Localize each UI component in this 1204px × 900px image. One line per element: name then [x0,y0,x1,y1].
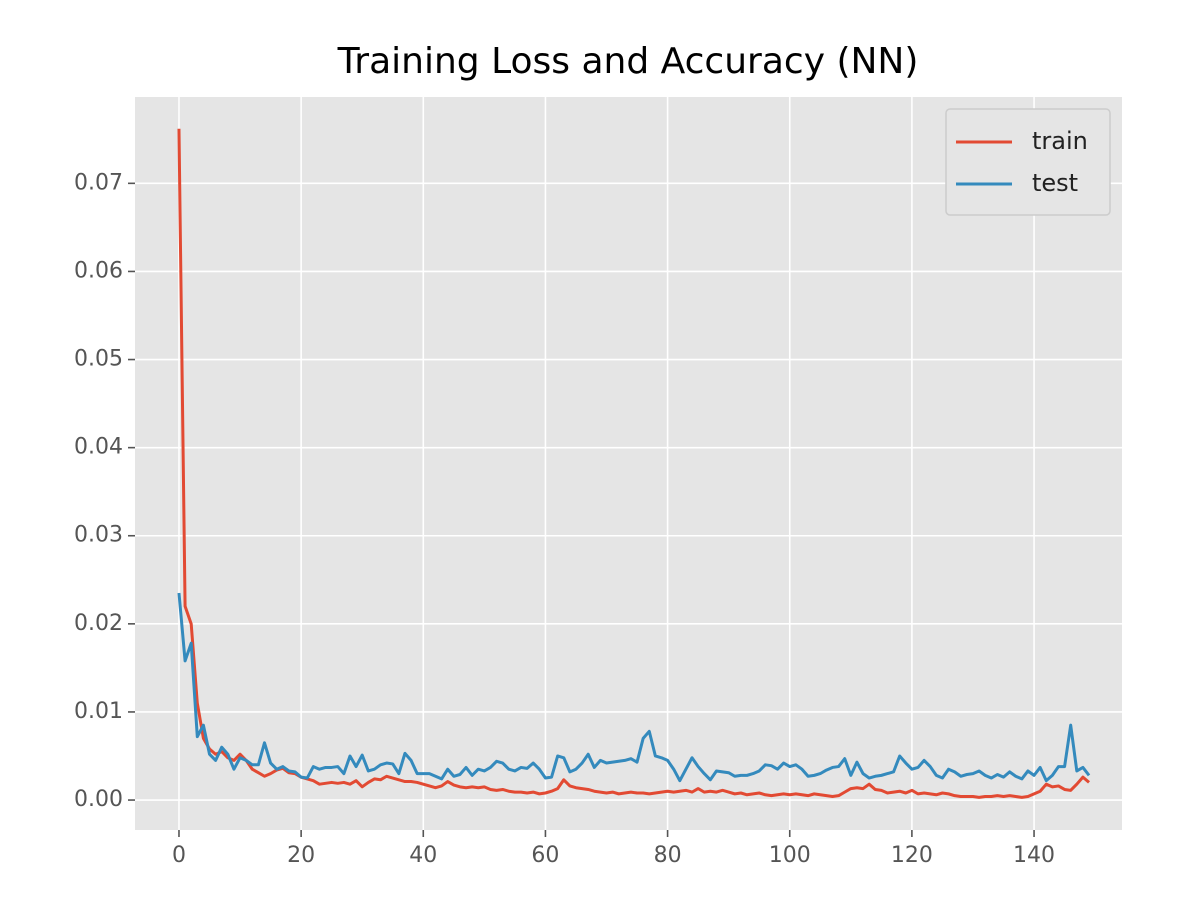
plot-area [135,97,1122,830]
line-series [177,128,1091,799]
chart-title: Training Loss and Accuracy (NN) [337,41,919,82]
y-tick-label: 0.07 [74,170,123,195]
y-tick-label: 0.02 [74,611,123,636]
x-tick-label: 40 [409,843,437,868]
y-tick-label: 0.06 [74,258,123,283]
y-tick-label: 0.05 [74,347,123,372]
x-tick-label: 100 [769,843,811,868]
legend-label: test [1032,169,1078,197]
x-tick-label: 60 [531,843,559,868]
x-tick-label: 0 [172,843,186,868]
y-tick-label: 0.03 [74,523,123,548]
legend-box [945,108,1111,216]
y-tick-label: 0.00 [74,787,123,812]
x-tick-label: 120 [891,843,933,868]
y-tick-label: 0.01 [74,699,123,724]
legend-label: train [1032,127,1088,155]
line-series [177,592,1091,783]
x-tick-label: 140 [1013,843,1055,868]
x-tick-label: 20 [287,843,315,868]
y-tick-label: 0.04 [74,435,123,460]
x-tick-label: 80 [654,843,682,868]
